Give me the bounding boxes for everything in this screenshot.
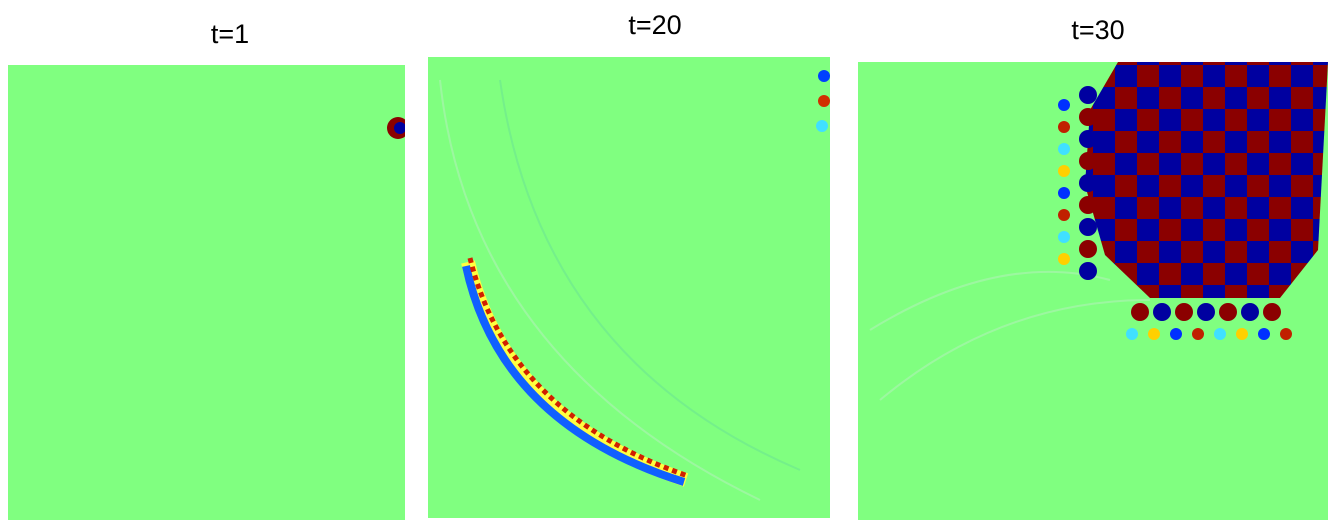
fringe-dot bbox=[1214, 328, 1226, 340]
fringe-dot bbox=[1175, 303, 1193, 321]
fringe-dot bbox=[1236, 328, 1248, 340]
source-dot bbox=[818, 95, 830, 107]
panel-title: t=20 bbox=[628, 10, 681, 40]
fringe-dot bbox=[1079, 240, 1097, 258]
fringe-dot bbox=[1058, 165, 1070, 177]
fringe-dot bbox=[1148, 328, 1160, 340]
fringe-dot bbox=[1079, 86, 1097, 104]
fringe-dot bbox=[1079, 108, 1097, 126]
fringe-dot bbox=[1058, 187, 1070, 199]
fringe-dot bbox=[1058, 99, 1070, 111]
fringe-dot bbox=[1126, 328, 1138, 340]
fringe-dot bbox=[1058, 231, 1070, 243]
fringe-dot bbox=[1263, 303, 1281, 321]
field-background bbox=[428, 57, 830, 518]
fringe-dot bbox=[1197, 303, 1215, 321]
fringe-dot bbox=[1131, 303, 1149, 321]
fringe-dot bbox=[1280, 328, 1292, 340]
fringe-dot bbox=[1170, 328, 1182, 340]
wavefront bbox=[462, 265, 686, 486]
fringe-dot bbox=[1219, 303, 1237, 321]
fringe-dot bbox=[1058, 121, 1070, 133]
fringe-dot bbox=[1258, 328, 1270, 340]
faint-wavefront bbox=[879, 299, 1151, 401]
faint-wavefront bbox=[439, 79, 761, 501]
fringe-dot bbox=[1079, 218, 1097, 236]
fringe-dot bbox=[1079, 196, 1097, 214]
source-dot bbox=[816, 120, 828, 132]
fringe-dot bbox=[1192, 328, 1204, 340]
fringe-dot bbox=[1079, 174, 1097, 192]
source-dot bbox=[818, 70, 830, 82]
panel-2 bbox=[428, 57, 830, 518]
fringe-dot bbox=[1058, 143, 1070, 155]
wavefront bbox=[467, 257, 689, 479]
faint-wavefront bbox=[499, 79, 801, 471]
panel-1 bbox=[8, 65, 405, 520]
panel-3 bbox=[858, 62, 1328, 520]
fringe-dot bbox=[1079, 262, 1097, 280]
checker-blob bbox=[1085, 62, 1328, 298]
panel-title: t=1 bbox=[211, 19, 249, 49]
fringe-dot bbox=[1153, 303, 1171, 321]
fringe-dot bbox=[1058, 253, 1070, 265]
field-background bbox=[8, 65, 405, 520]
panel-title: t=30 bbox=[1071, 15, 1124, 45]
fringe-dot bbox=[1079, 152, 1097, 170]
fringe-dot bbox=[1241, 303, 1259, 321]
source-pulse bbox=[394, 122, 405, 134]
fringe-dot bbox=[1058, 209, 1070, 221]
fringe-dot bbox=[1079, 130, 1097, 148]
